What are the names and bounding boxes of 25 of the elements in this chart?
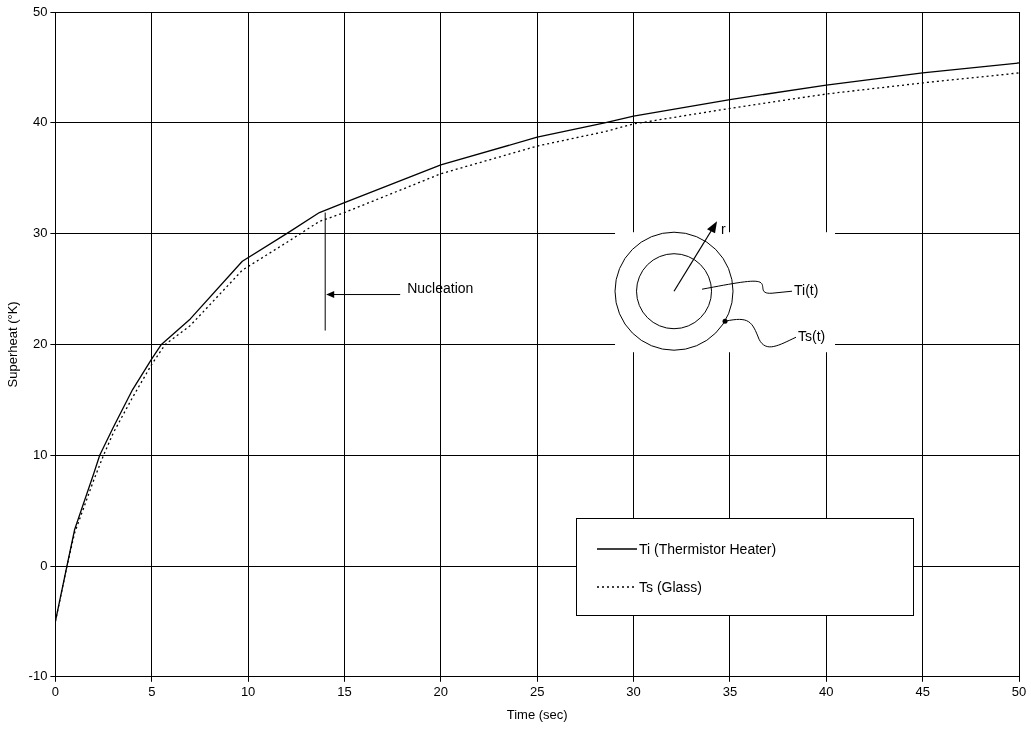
x-tick-label: 30 [626, 684, 641, 700]
y-tick-label: 40 [32, 114, 48, 130]
legend-label: Ts (Glass) [639, 578, 702, 595]
x-tick-label: 10 [240, 684, 256, 700]
y-tick-label: 20 [32, 335, 48, 351]
y-tick-label: 10 [32, 446, 48, 462]
y-tick-label: 30 [32, 225, 48, 241]
x-tick-label: 5 [148, 684, 156, 700]
y-axis-title: Superheat (°K) [5, 301, 21, 388]
y-tick-label: -10 [28, 668, 48, 684]
annotation: Ti(t) [794, 282, 819, 299]
x-axis-title: Time (sec) [506, 706, 568, 722]
y-tick-label: 0 [40, 557, 48, 573]
x-tick-label: 35 [722, 684, 738, 700]
legend-label: Ti (Thermistor Heater) [639, 540, 777, 557]
x-tick-label: 40 [819, 684, 834, 700]
x-tick-label: 20 [433, 684, 449, 700]
annotation: r [721, 221, 727, 238]
x-tick-label: 25 [529, 684, 545, 700]
annotation: Ts(t) [798, 328, 826, 345]
x-tick-label: 45 [915, 684, 930, 700]
x-tick-label: 0 [51, 684, 60, 700]
x-tick-label: 50 [1011, 684, 1027, 700]
x-tick-label: 15 [337, 684, 352, 700]
y-tick-label: 50 [32, 3, 48, 19]
